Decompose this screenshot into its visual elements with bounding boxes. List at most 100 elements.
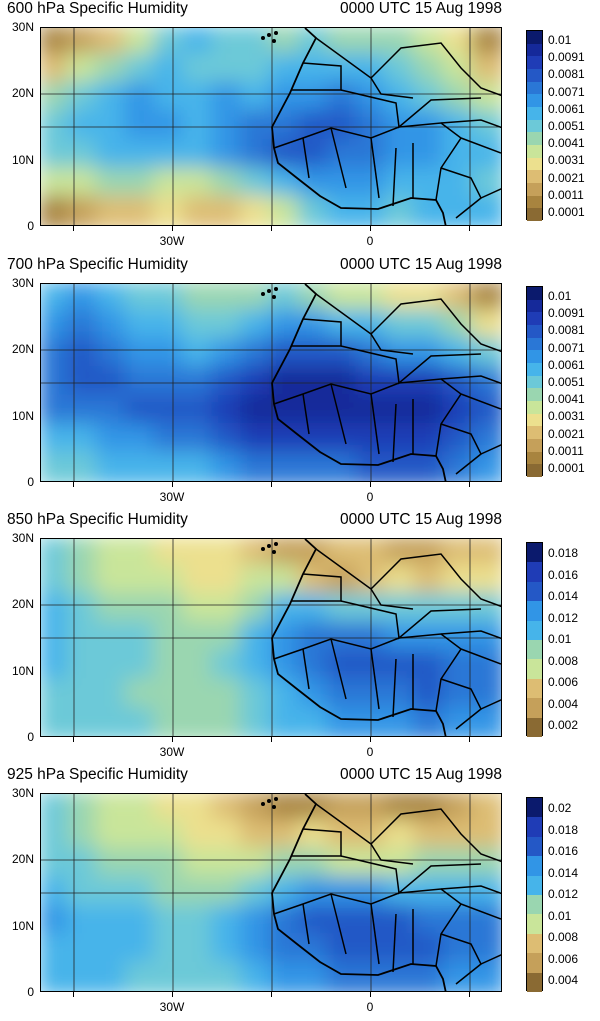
panel-700hpa: 700 hPa Specific Humidity 0000 UTC 15 Au… bbox=[0, 256, 600, 511]
panel-title: 600 hPa Specific Humidity bbox=[7, 0, 188, 17]
colorbar-swatch bbox=[527, 678, 542, 699]
colorbar-label: 0.016 bbox=[548, 567, 579, 582]
panel-600hpa: 600 hPa Specific Humidity 0000 UTC 15 Au… bbox=[0, 0, 600, 255]
country-border bbox=[440, 885, 501, 895]
colorbar-label: 0.0051 bbox=[548, 375, 585, 389]
y-tick-label: 30N bbox=[11, 786, 34, 800]
humidity-cell bbox=[471, 706, 501, 736]
country-border bbox=[291, 318, 342, 347]
colorbar-label: 0.0041 bbox=[548, 136, 585, 151]
colorbar-swatch bbox=[527, 195, 542, 209]
colorbar-label: 0.0021 bbox=[548, 170, 585, 185]
colorbar-label: 0.006 bbox=[548, 951, 579, 966]
y-tick-label: 20N bbox=[11, 342, 34, 356]
colorbar-swatch bbox=[527, 953, 542, 974]
y-tick-label: 20N bbox=[11, 852, 34, 866]
colorbar-swatch bbox=[527, 350, 542, 364]
country-border bbox=[370, 393, 380, 455]
colorbar-swatch bbox=[527, 287, 542, 301]
colorbar-label: 0.0051 bbox=[548, 119, 585, 133]
colorbar-swatch bbox=[527, 620, 542, 641]
coastline bbox=[271, 539, 447, 736]
country-border bbox=[460, 648, 501, 665]
colorbar-label: 0.008 bbox=[548, 930, 579, 944]
colorbar-swatch bbox=[527, 145, 542, 159]
colorbar-label: 0.0091 bbox=[548, 50, 585, 65]
x-tick-label: 0 bbox=[366, 234, 374, 248]
x-tick-label: 30W bbox=[159, 1000, 185, 1014]
country-border bbox=[440, 423, 482, 475]
colorbar-label: 0.018 bbox=[548, 546, 579, 560]
colorbar-label: 0.012 bbox=[548, 610, 579, 625]
country-border bbox=[392, 147, 397, 207]
colorbar-swatch bbox=[527, 69, 542, 83]
country-border bbox=[291, 828, 342, 857]
humidity-field-svg bbox=[41, 539, 501, 736]
colorbar-swatch bbox=[527, 299, 542, 313]
colorbar-swatch bbox=[527, 388, 542, 402]
country-border bbox=[330, 383, 347, 445]
colorbar-label: 0.016 bbox=[548, 844, 579, 858]
country-border bbox=[302, 393, 310, 435]
colorbar-swatch bbox=[527, 94, 542, 108]
country-border bbox=[370, 553, 501, 608]
colorbar-swatch bbox=[527, 836, 542, 857]
colorbar-label: 0.0071 bbox=[548, 84, 585, 99]
colorbar-label: 0.01 bbox=[548, 289, 572, 303]
x-tick-label: 0 bbox=[366, 1000, 374, 1014]
country-border bbox=[315, 548, 414, 610]
colorbar bbox=[526, 30, 543, 222]
humidity-map bbox=[40, 793, 502, 992]
colorbar-swatch bbox=[527, 337, 542, 351]
colorbar-swatch bbox=[527, 375, 542, 389]
colorbar-label: 0.0091 bbox=[548, 306, 585, 321]
colorbar-label: 0.008 bbox=[548, 653, 579, 668]
panel-925hpa: 925 hPa Specific Humidity 0000 UTC 15 Au… bbox=[0, 766, 600, 1021]
colorbar-label: 0.0021 bbox=[548, 426, 585, 441]
colorbar-label: 0.0031 bbox=[548, 409, 585, 424]
country-border bbox=[370, 648, 380, 710]
colorbar-swatch bbox=[527, 312, 542, 326]
country-border bbox=[392, 403, 397, 463]
colorbar-label: 0.014 bbox=[548, 865, 579, 880]
humidity-cell bbox=[471, 451, 501, 481]
colorbar-swatch bbox=[527, 183, 542, 197]
country-border bbox=[302, 648, 310, 690]
y-tick-label: 0 bbox=[27, 219, 34, 233]
colorbar-label: 0.01 bbox=[548, 632, 572, 646]
y-tick-label: 0 bbox=[27, 985, 34, 999]
colorbar-label: 0.02 bbox=[548, 801, 572, 815]
colorbar-swatch bbox=[527, 325, 542, 339]
country-border bbox=[440, 167, 482, 219]
colorbar-swatch bbox=[527, 817, 542, 838]
colorbar-swatch bbox=[527, 659, 542, 680]
country-border bbox=[370, 903, 380, 965]
colorbar-label: 0.004 bbox=[548, 696, 579, 711]
country-border bbox=[440, 678, 482, 730]
colorbar-label: 0.004 bbox=[548, 973, 579, 987]
humidity-cell bbox=[471, 195, 501, 225]
colorbar-swatch bbox=[527, 107, 542, 121]
country-border bbox=[460, 393, 501, 410]
country-border bbox=[302, 903, 310, 945]
country-border bbox=[440, 933, 482, 985]
y-tick-label: 20N bbox=[11, 597, 34, 611]
panel-850hpa: 850 hPa Specific Humidity 0000 UTC 15 Au… bbox=[0, 511, 600, 766]
humidity-field-svg bbox=[41, 28, 501, 225]
colorbar-swatch bbox=[527, 363, 542, 377]
country-border bbox=[302, 137, 310, 179]
colorbar bbox=[526, 797, 543, 993]
country-border bbox=[370, 298, 501, 353]
y-tick-label: 10N bbox=[11, 919, 34, 933]
colorbar-swatch bbox=[527, 56, 542, 70]
colorbar-swatch bbox=[527, 798, 542, 818]
colorbar-label: 0.0031 bbox=[548, 153, 585, 168]
colorbar-label: 0.0081 bbox=[548, 67, 585, 82]
country-border bbox=[370, 137, 380, 199]
y-tick-label: 30N bbox=[11, 20, 34, 34]
country-border bbox=[370, 42, 501, 97]
y-tick-label: 0 bbox=[27, 475, 34, 489]
y-tick-label: 10N bbox=[11, 409, 34, 423]
colorbar-swatch bbox=[527, 170, 542, 184]
colorbar-label: 0.014 bbox=[548, 589, 579, 603]
